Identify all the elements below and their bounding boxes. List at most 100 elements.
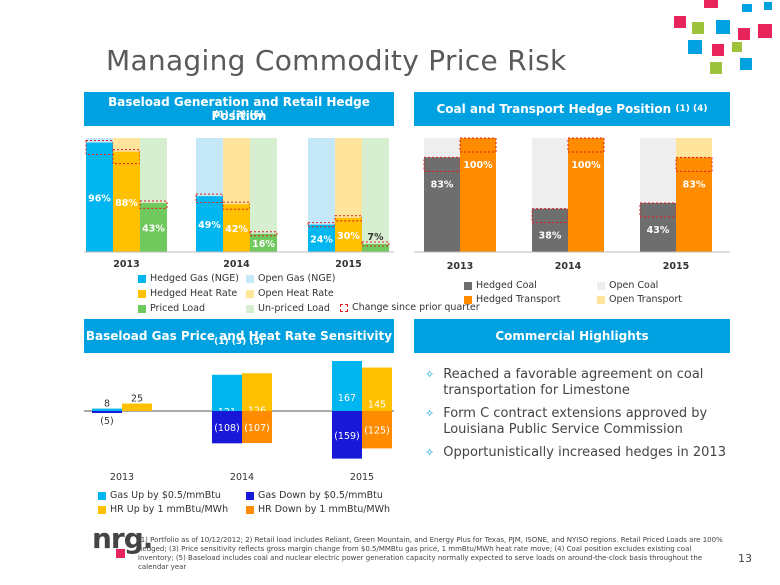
legend-swatch bbox=[246, 505, 254, 514]
data-label: (125) bbox=[364, 426, 390, 437]
x-tick-label: 2014 bbox=[230, 472, 254, 483]
chart-bar bbox=[223, 204, 250, 252]
chart-bar bbox=[362, 411, 392, 449]
coal-panel-refs: (1) (4) bbox=[675, 104, 708, 114]
data-label: 43% bbox=[647, 225, 670, 236]
data-label: 42% bbox=[225, 224, 248, 235]
baseload-panel-header: Baseload Generation and Retail Hedge Pos… bbox=[84, 92, 394, 126]
change-box-mark bbox=[675, 156, 713, 172]
chart-bar-open bbox=[140, 138, 167, 203]
change-box-mark bbox=[567, 137, 605, 153]
change-box-mark bbox=[222, 201, 251, 210]
logo-square bbox=[116, 549, 125, 558]
legend-swatch bbox=[138, 274, 146, 283]
x-tick-label: 2014 bbox=[555, 261, 582, 270]
data-label: 25 bbox=[131, 394, 143, 405]
chart-bar-open bbox=[250, 138, 277, 234]
legend-swatch bbox=[98, 505, 106, 514]
sensitivity-chart: 8(5)252013121(108)126(107)2014167(159)14… bbox=[84, 361, 394, 483]
bullet-star-icon: ✧ bbox=[425, 368, 435, 381]
chart-bar bbox=[362, 244, 389, 252]
legend-item: Hedged Heat Rate bbox=[138, 288, 237, 299]
x-tick-label: 2013 bbox=[110, 472, 134, 483]
list-item: ✧ Form C contract extensions approved by … bbox=[425, 406, 755, 438]
legend-swatch bbox=[597, 295, 605, 304]
chart-bar bbox=[113, 151, 140, 252]
legend-label: Open Gas (NGE) bbox=[258, 273, 336, 284]
chart-bar bbox=[424, 157, 460, 252]
legend-item: HR Up by 1 mmBtu/MWh bbox=[98, 504, 228, 515]
change-box-mark bbox=[139, 200, 168, 209]
change-box-mark bbox=[459, 137, 497, 153]
chart-bar-open bbox=[424, 138, 460, 158]
chart-bar bbox=[532, 208, 568, 252]
legend-swatch bbox=[597, 281, 605, 290]
legend-swatch bbox=[138, 304, 146, 313]
chart-bar-open bbox=[640, 138, 676, 203]
data-label: 30% bbox=[337, 231, 360, 242]
sensitivity-panel-title: Baseload Gas Price and Heat Rate Sensiti… bbox=[85, 329, 393, 343]
legend-label: Hedged Gas (NGE) bbox=[150, 273, 239, 284]
data-label: 83% bbox=[683, 179, 706, 190]
data-label: 38% bbox=[539, 231, 562, 242]
legend-swatch bbox=[98, 491, 106, 500]
chart-bar bbox=[250, 233, 277, 252]
data-label: 16% bbox=[252, 239, 275, 250]
data-label: 83% bbox=[431, 179, 454, 190]
legend-item: Open Transport bbox=[597, 294, 682, 305]
legend-label: Open Coal bbox=[609, 280, 659, 291]
legend-swatch bbox=[464, 295, 472, 304]
chart-bar bbox=[212, 411, 242, 444]
legend-item: Priced Load bbox=[138, 303, 205, 314]
legend-label: Change since prior quarter bbox=[352, 302, 480, 313]
chart-bar bbox=[242, 373, 272, 411]
x-tick-label: 2014 bbox=[223, 259, 250, 270]
page-title: Managing Commodity Price Risk bbox=[106, 44, 567, 77]
legend-label: Gas Up by $0.5/mmBtu bbox=[110, 490, 221, 501]
legend-swatch bbox=[464, 281, 472, 290]
change-box-mark bbox=[361, 241, 390, 247]
legend-label: Open Transport bbox=[609, 294, 682, 305]
chart-bar bbox=[308, 224, 335, 252]
brand-pixel-graphic bbox=[674, 0, 772, 74]
legend-label: Open Heat Rate bbox=[258, 288, 334, 299]
x-tick-label: 2015 bbox=[335, 259, 361, 270]
chart-bar-open bbox=[308, 138, 335, 225]
legend-item: Hedged Coal bbox=[464, 280, 537, 291]
x-tick-label: 2015 bbox=[350, 472, 374, 483]
data-label: (5) bbox=[100, 416, 113, 427]
legend-item: Hedged Gas (NGE) bbox=[138, 273, 239, 284]
chart-bar bbox=[362, 367, 392, 411]
list-item: ✧ Opportunistically increased hedges in 2… bbox=[425, 445, 755, 461]
chart-bar bbox=[140, 202, 167, 252]
coal-transport-chart: 83% 100% 2013 38% 100% 2014 43% 83% 2015 bbox=[414, 137, 730, 270]
change-box-mark bbox=[195, 193, 224, 204]
page-number: 13 bbox=[738, 552, 752, 565]
legend-label: Hedged Heat Rate bbox=[150, 288, 238, 299]
chart-bar bbox=[92, 411, 122, 413]
legend-swatch bbox=[246, 304, 254, 313]
legend-item: Un-priced Load bbox=[246, 303, 330, 314]
coal-panel-title: Coal and Transport Hedge Position bbox=[436, 102, 672, 116]
baseload-panel-refs: (1) (2) (5) bbox=[214, 110, 264, 120]
chart-bar bbox=[242, 411, 272, 444]
highlight-text: Reached a favorable agreement on coal tr… bbox=[443, 367, 704, 398]
baseload-hedge-chart: 96% 88% 43% 2013 49% 42% 16%2014 24% 30% 7% 2015 bbox=[84, 138, 394, 270]
legend-label: Priced Load bbox=[150, 303, 206, 314]
data-label: 24% bbox=[310, 234, 333, 245]
bullet-star-icon: ✧ bbox=[425, 407, 435, 420]
legend-label: HR Down by 1 mmBtu/MWh bbox=[258, 504, 391, 515]
legend-item: HR Down by 1 mmBtu/MWh bbox=[246, 504, 390, 515]
data-label: 96% bbox=[88, 193, 111, 204]
data-label: (107) bbox=[244, 423, 270, 434]
data-label: 49% bbox=[198, 220, 221, 231]
data-label: 100% bbox=[463, 160, 493, 171]
chart-bar-open bbox=[335, 138, 362, 218]
chart-bar bbox=[332, 361, 362, 411]
highlights-panel-title: Commercial Highlights bbox=[495, 329, 649, 343]
legend-swatch bbox=[246, 289, 254, 298]
legend-item: Open Coal bbox=[597, 280, 658, 291]
chart-bar bbox=[640, 202, 676, 252]
legend-item: Gas Down by $0.5/mmBtu bbox=[246, 490, 383, 501]
change-box-icon bbox=[340, 303, 348, 312]
